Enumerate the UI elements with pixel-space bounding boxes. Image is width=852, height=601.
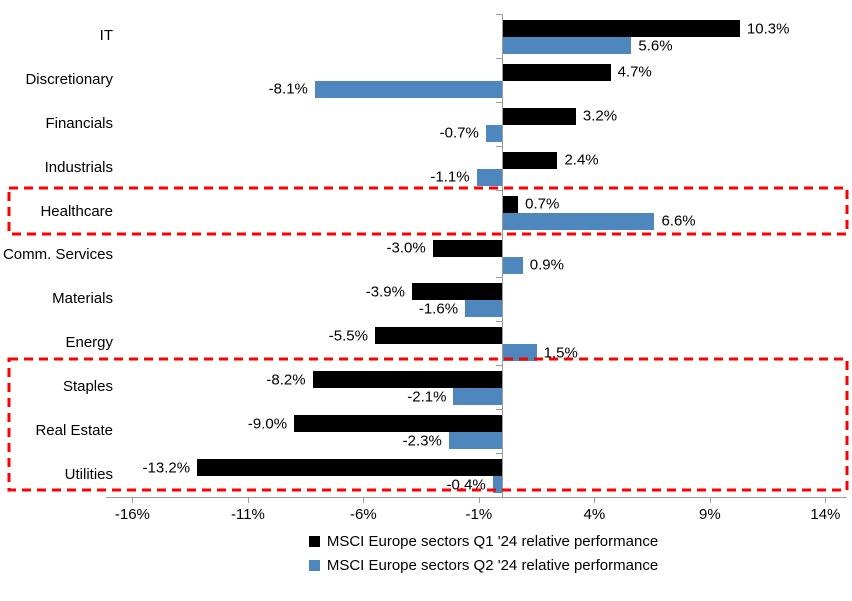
category-label: Utilities bbox=[64, 465, 113, 483]
legend-label: MSCI Europe sectors Q1 '24 relative perf… bbox=[326, 533, 659, 550]
bar-q1-0 bbox=[502, 20, 740, 37]
bar-q1-6 bbox=[411, 283, 502, 301]
bar-q2-3 bbox=[476, 168, 502, 186]
category-label: Financials bbox=[45, 114, 113, 132]
category-tick bbox=[496, 365, 502, 367]
bar-q1-1 bbox=[502, 63, 611, 81]
value-label: 0.9% bbox=[529, 256, 564, 274]
value-label: -8.1% bbox=[268, 80, 308, 98]
category-label: Comm. Services bbox=[2, 246, 113, 264]
bar-q2-8 bbox=[453, 388, 502, 406]
x-axis-tick-label: -1% bbox=[465, 506, 493, 523]
x-axis-tick bbox=[247, 497, 249, 503]
value-label: 0.7% bbox=[525, 195, 560, 213]
legend: MSCI Europe sectors Q1 '24 relative perf… bbox=[120, 533, 847, 574]
value-label: -3.0% bbox=[386, 239, 426, 257]
value-label: -2.1% bbox=[407, 388, 447, 406]
category-tick bbox=[496, 101, 502, 103]
value-label: -0.4% bbox=[446, 476, 486, 493]
x-axis-line bbox=[106, 497, 847, 498]
bar-q1-4 bbox=[502, 195, 519, 213]
legend-swatch-q2 bbox=[308, 560, 320, 571]
x-axis-tick-label: 9% bbox=[699, 506, 721, 523]
bar-q1-8 bbox=[312, 371, 502, 389]
value-label: -13.2% bbox=[142, 459, 191, 476]
x-axis-tick bbox=[594, 497, 596, 503]
category-tick bbox=[496, 57, 502, 59]
x-axis-tick bbox=[709, 497, 711, 503]
value-label: -1.1% bbox=[430, 168, 470, 186]
bar-q1-9 bbox=[294, 415, 502, 433]
category-label: IT bbox=[99, 26, 113, 44]
value-label: -8.2% bbox=[266, 371, 306, 389]
x-axis-tick-label: -6% bbox=[350, 506, 377, 523]
category-tick bbox=[496, 277, 502, 279]
value-label: 3.2% bbox=[582, 107, 618, 125]
x-axis-tick bbox=[825, 497, 827, 503]
legend-swatch-q1 bbox=[308, 536, 320, 547]
category-tick bbox=[496, 14, 502, 15]
x-axis-tick-label: 4% bbox=[583, 506, 606, 523]
value-label: 4.7% bbox=[617, 63, 652, 81]
value-axis-line bbox=[502, 14, 503, 497]
category-label: Industrials bbox=[44, 158, 113, 176]
bar-q1-2 bbox=[502, 107, 576, 125]
value-label: -5.5% bbox=[328, 327, 368, 345]
highlight-box-healthcare bbox=[7, 186, 849, 236]
value-label: 5.6% bbox=[638, 37, 673, 54]
bar-q2-6 bbox=[465, 300, 502, 318]
value-label: -1.6% bbox=[418, 300, 459, 318]
bar-q2-0 bbox=[502, 37, 632, 54]
category-tick bbox=[496, 409, 502, 411]
category-label: Discretionary bbox=[25, 70, 113, 88]
bar-q2-4 bbox=[502, 212, 655, 230]
bar-q2-5 bbox=[502, 256, 523, 274]
legend-item: MSCI Europe sectors Q1 '24 relative perf… bbox=[308, 533, 659, 550]
bar-q1-3 bbox=[502, 151, 558, 169]
bar-q2-1 bbox=[314, 80, 502, 98]
value-label: -9.0% bbox=[247, 415, 288, 433]
category-label: Real Estate bbox=[35, 422, 113, 440]
category-tick bbox=[496, 189, 502, 191]
x-axis-tick-label: -11% bbox=[230, 506, 265, 523]
bar-q2-7 bbox=[502, 344, 537, 362]
value-label: -2.3% bbox=[402, 432, 442, 450]
category-tick bbox=[496, 321, 502, 323]
bar-q1-10 bbox=[197, 459, 502, 476]
value-label: 2.4% bbox=[564, 151, 599, 169]
bar-q2-10 bbox=[492, 476, 502, 493]
value-label: -0.7% bbox=[439, 124, 479, 142]
bar-q2-2 bbox=[485, 124, 502, 142]
bar-q1-5 bbox=[432, 239, 502, 257]
category-tick bbox=[496, 233, 502, 235]
value-label: 6.6% bbox=[661, 212, 696, 230]
value-label: -3.9% bbox=[365, 283, 405, 301]
value-label: 10.3% bbox=[746, 20, 790, 37]
category-label: Materials bbox=[52, 290, 113, 308]
x-axis-tick bbox=[478, 497, 480, 503]
legend-label: MSCI Europe sectors Q2 '24 relative perf… bbox=[326, 557, 659, 574]
bar-q1-7 bbox=[374, 327, 502, 345]
legend-item: MSCI Europe sectors Q2 '24 relative perf… bbox=[308, 557, 659, 574]
x-axis-tick bbox=[363, 497, 365, 503]
category-label: Energy bbox=[65, 334, 113, 352]
bar-q2-9 bbox=[448, 432, 502, 450]
value-label: 1.5% bbox=[543, 344, 578, 362]
category-tick bbox=[496, 145, 502, 147]
x-axis-tick bbox=[132, 497, 134, 503]
category-tick bbox=[496, 453, 502, 454]
category-label: Healthcare bbox=[40, 202, 113, 220]
x-axis-tick-label: 14% bbox=[810, 506, 841, 523]
category-label: Staples bbox=[62, 378, 113, 396]
x-axis-tick-label: -16% bbox=[114, 506, 150, 523]
